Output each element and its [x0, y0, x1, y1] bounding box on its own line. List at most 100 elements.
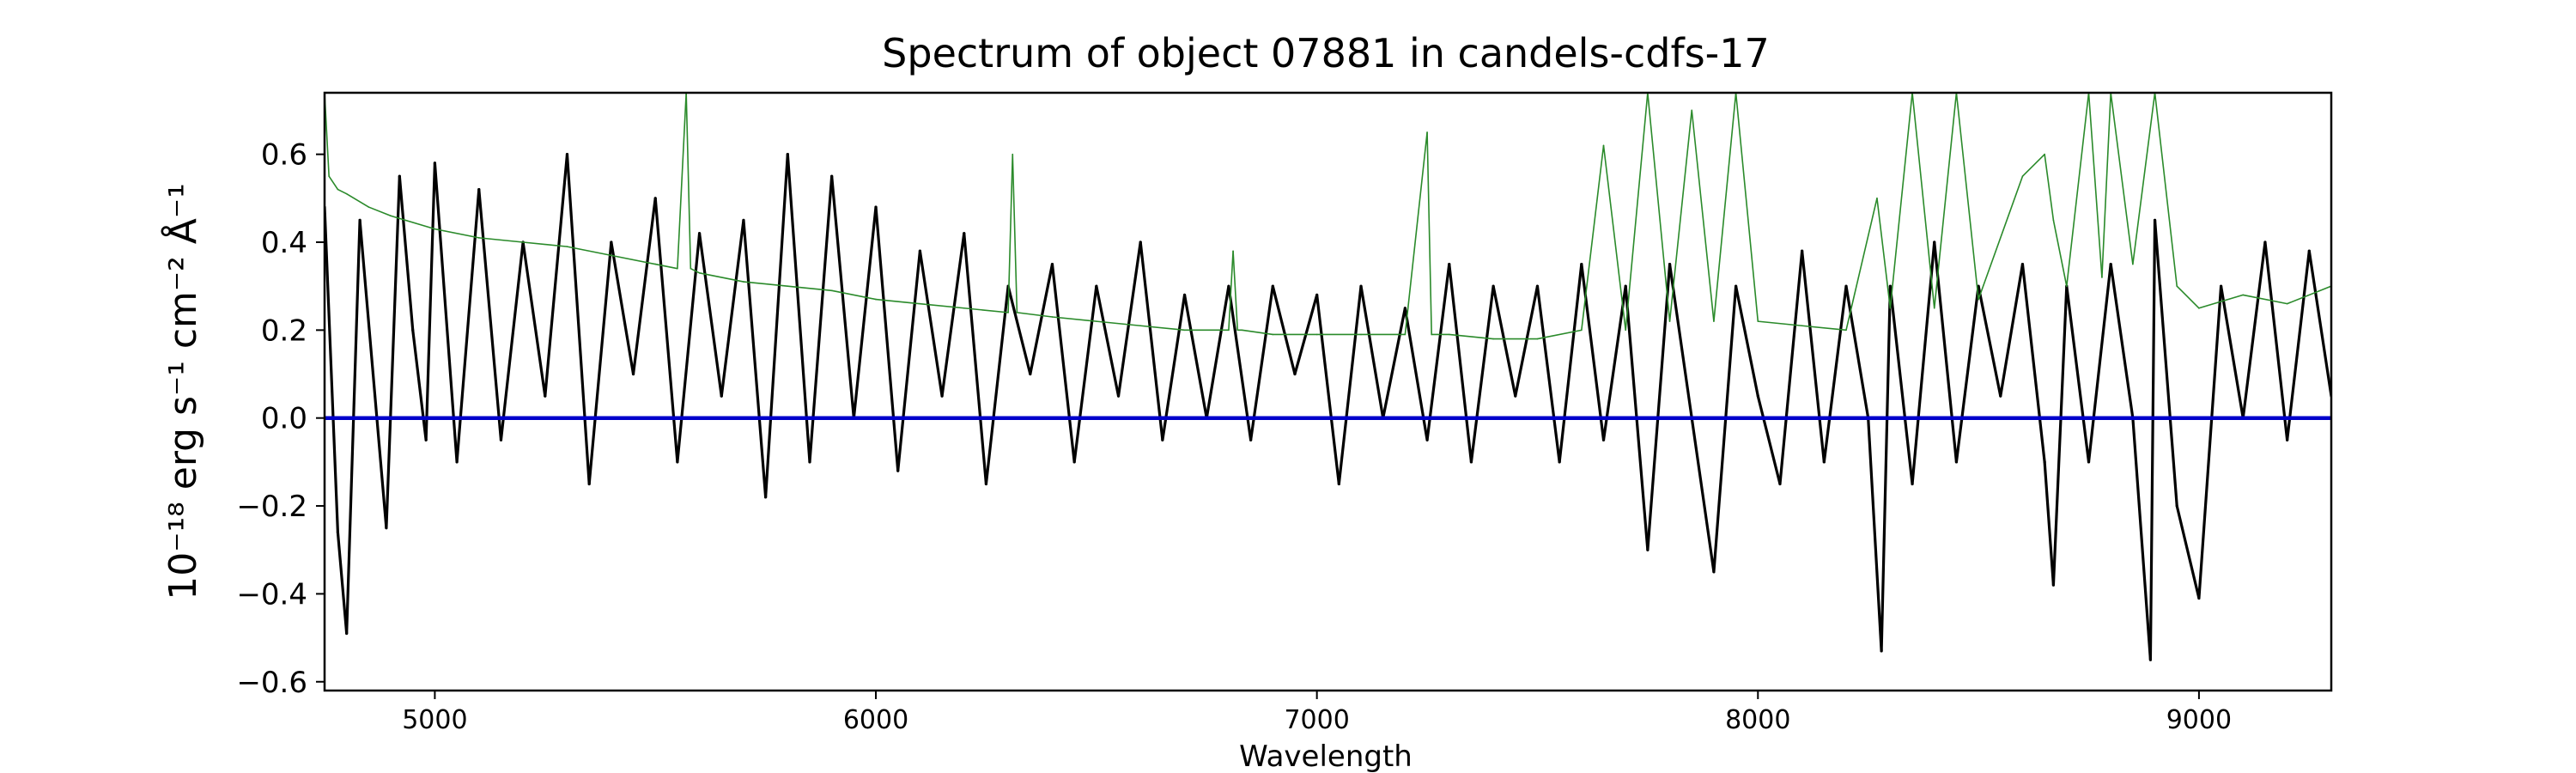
flux-segment	[2087, 262, 2112, 464]
flux-segment	[385, 174, 401, 530]
error-segment	[1668, 109, 1693, 322]
error-segment	[1051, 316, 1097, 322]
flux-segment	[325, 205, 340, 534]
flux-segment	[345, 218, 361, 636]
x-tick-label: 6000	[843, 705, 908, 735]
error-segment	[2021, 153, 2045, 178]
error-series	[325, 93, 2331, 340]
x-axis: 5000 6000 7000 8000 9000	[402, 691, 2232, 735]
flux-segment	[1867, 417, 1883, 653]
flux-segment	[424, 161, 437, 441]
flux-segment	[786, 153, 811, 464]
flux-segment	[1801, 249, 1826, 464]
flux-segment	[1116, 240, 1142, 398]
flux-segment	[1558, 262, 1583, 464]
error-segment	[434, 228, 480, 239]
error-segment	[1581, 144, 1605, 332]
flux-segment	[499, 240, 525, 441]
y-tick-label: −0.6	[236, 666, 307, 700]
error-segment	[1625, 93, 1649, 332]
flux-segment	[1425, 262, 1451, 441]
flux-segment	[1888, 284, 1914, 486]
flux-segment	[2020, 262, 2046, 464]
flux-segment	[1911, 240, 1936, 486]
error-segment	[1647, 93, 1671, 322]
error-segment	[685, 93, 692, 270]
flux-segment	[521, 240, 547, 398]
error-segment	[875, 298, 921, 305]
x-tick-label: 8000	[1725, 705, 1790, 735]
flux-segment	[2051, 284, 2069, 587]
flux-segment	[984, 284, 1010, 486]
flux-segment	[874, 205, 900, 472]
error-segment	[1139, 325, 1186, 332]
flux-segment	[2286, 249, 2311, 441]
flux-segment	[433, 161, 459, 464]
flux-segment	[764, 153, 789, 499]
y-tick-label: 0.4	[261, 226, 307, 260]
flux-segment	[1205, 284, 1230, 420]
error-segment	[328, 175, 339, 191]
error-segment	[1713, 93, 1737, 322]
flux-segment	[1601, 284, 1627, 441]
flux-segment	[1712, 284, 1738, 574]
flux-segment	[1182, 293, 1208, 420]
flux-segment	[963, 232, 988, 486]
flux-segment	[411, 328, 428, 441]
flux-segment	[1095, 284, 1121, 398]
flux-segment	[2109, 262, 2135, 420]
flux-segment	[1999, 262, 2025, 398]
flux-segment	[2148, 218, 2157, 661]
y-tick-label: −0.4	[236, 577, 307, 612]
flux-segment	[808, 174, 834, 464]
flux-segment	[2065, 284, 2091, 464]
flux-segment	[565, 153, 591, 486]
flux-segment	[1822, 284, 1848, 464]
error-segment	[345, 192, 370, 208]
flux-segment	[1469, 284, 1495, 464]
y-tick-label: 0.6	[261, 138, 307, 173]
series-layer	[325, 93, 2331, 661]
error-segment	[787, 285, 833, 292]
error-segment	[919, 302, 965, 309]
error-segment	[1232, 250, 1239, 332]
flux-segment	[1492, 284, 1517, 398]
flux-segment	[653, 197, 679, 464]
flux-segment	[1844, 284, 1870, 420]
flux-segment	[1954, 284, 1980, 464]
flux-segment	[1778, 249, 1804, 486]
chart-title: Spectrum of object 07881 in candels-cdfs…	[882, 30, 1770, 76]
flux-segment	[1880, 284, 1892, 653]
flux-segment	[742, 218, 768, 499]
x-tick-label: 9000	[2166, 705, 2232, 735]
flux-segment	[1315, 293, 1340, 486]
error-segment	[1012, 153, 1018, 313]
flux-segment	[1337, 284, 1363, 486]
flux-segment	[1977, 284, 2002, 398]
error-segment	[743, 281, 789, 287]
flux-segment	[2263, 240, 2289, 441]
error-segment	[2052, 219, 2068, 287]
error-segment	[1955, 93, 1979, 301]
flux-segment	[1734, 284, 1759, 398]
error-segment	[1933, 93, 1958, 309]
error-segment	[1426, 131, 1432, 336]
flux-segment	[1403, 307, 1429, 441]
error-segment	[677, 93, 687, 270]
flux-segment	[1448, 262, 1473, 464]
error-segment	[1978, 175, 2024, 301]
error-segment	[1602, 144, 1626, 332]
flux-segment	[2043, 460, 2056, 587]
flux-segment	[2175, 504, 2201, 600]
flux-segment	[2131, 417, 2153, 661]
flux-segment	[830, 174, 855, 420]
flux-segment	[455, 187, 481, 464]
error-segment	[2242, 294, 2288, 305]
plot-frame	[323, 91, 2333, 692]
flux-segment	[676, 232, 702, 464]
flux-segment	[720, 218, 745, 398]
flux-segment	[477, 187, 503, 441]
error-segment	[654, 263, 678, 270]
error-segment	[2101, 93, 2111, 278]
